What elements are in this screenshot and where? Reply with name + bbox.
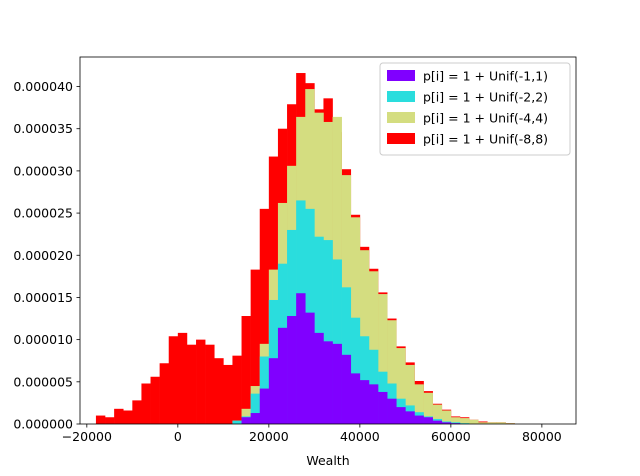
legend-frame: [379, 62, 571, 156]
series-4-bar: [205, 344, 215, 424]
series-1-bar: [241, 417, 251, 424]
legend-swatch: [387, 112, 415, 123]
series-1-bars: [241, 293, 461, 424]
series-2-bar: [450, 422, 461, 424]
series-4-bar: [141, 383, 151, 424]
series-2-bar: [314, 236, 324, 424]
series-1-bar: [423, 417, 433, 424]
series-3-bar: [378, 294, 388, 424]
series-3-bar: [469, 419, 479, 424]
series-2-bar: [232, 420, 242, 424]
x-tick-label: 80000: [522, 429, 562, 444]
series-1-bar: [405, 411, 415, 424]
series-1-bar: [305, 312, 315, 424]
series-4-bar: [123, 410, 133, 424]
legend-label: p[i] = 1 + Unif(-8,8): [423, 132, 548, 147]
x-tick-label: 0: [174, 429, 182, 444]
series-3-bar: [368, 271, 379, 424]
series-4-bar: [250, 269, 261, 424]
series-2-bar: [250, 393, 261, 424]
series-1-bar: [287, 316, 297, 424]
y-tick-label: 0.000020: [13, 248, 73, 263]
legend-label: p[i] = 1 + Unif(-4,4): [423, 111, 548, 126]
series-3-bar: [432, 404, 443, 424]
series-4-bar: [232, 355, 242, 424]
series-1-bar: [432, 420, 443, 424]
series-1-bar: [296, 293, 306, 424]
series-3-bar: [459, 418, 470, 424]
series-1-bar: [414, 415, 424, 424]
series-1-bar: [250, 413, 261, 424]
x-tick-label: −20000: [62, 429, 112, 444]
x-tick-label: 20000: [249, 429, 289, 444]
series-3-bar: [414, 384, 424, 424]
series-3-bar: [496, 422, 506, 424]
series-4-bar: [150, 376, 160, 424]
series-1-bar: [314, 332, 324, 424]
series-4-bar: [114, 408, 124, 424]
y-tick-label: 0.000000: [13, 417, 73, 432]
series-2-bar: [459, 423, 470, 424]
y-tick-label: 0.000035: [13, 121, 73, 136]
series-1-bar: [441, 422, 452, 424]
legend-label: p[i] = 1 + Unif(-1,1): [423, 69, 548, 84]
series-2-bar: [332, 259, 342, 424]
legend-swatch: [387, 133, 415, 144]
series-4-bar: [177, 332, 188, 424]
series-3-bar: [396, 348, 406, 424]
axes: −20000 0 20000 40000 60000 80000 0.000000 0.000…: [13, 56, 577, 444]
series-1-bar: [450, 423, 461, 424]
plot-area: [95, 73, 515, 424]
series-3-bar: [450, 417, 461, 424]
series-4-bar: [168, 336, 179, 424]
series-4-bar: [95, 415, 106, 424]
series-1-bar: [387, 398, 397, 424]
series-3-bar: [423, 392, 433, 424]
series-2-bar: [350, 317, 361, 424]
y-tick-label: 0.000025: [13, 206, 73, 221]
series-3-bar: [241, 408, 251, 424]
series-3-bar: [405, 364, 415, 424]
x-tick-label: 60000: [431, 429, 471, 444]
series-4-bar: [132, 400, 142, 424]
series-1-bar: [332, 343, 342, 424]
series-1-bar: [259, 388, 270, 424]
series-3-bar: [505, 423, 515, 424]
series-1-bar: [396, 407, 406, 424]
legend: p[i] = 1 + Unif(-1,1) p[i] = 1 + Unif(-2,…: [379, 62, 571, 156]
y-tick-label: 0.000040: [13, 79, 73, 94]
series-4-bar: [241, 316, 251, 424]
series-3-bar: [487, 422, 497, 424]
series-4-bar: [105, 417, 115, 424]
series-4-bar: [214, 358, 224, 424]
axes-frame: [79, 56, 577, 425]
y-tick-label: 0.000010: [13, 332, 73, 347]
series-4-bar: [196, 339, 206, 424]
series-1-bar: [368, 384, 379, 424]
y-tick-label: 0.000015: [13, 290, 73, 305]
series-4-bar: [223, 364, 233, 424]
series-3-bar: [387, 320, 397, 424]
legend-swatch: [387, 91, 415, 102]
series-4-bar: [186, 344, 197, 424]
series-3-bar: [478, 422, 488, 424]
series-1-bar: [277, 327, 288, 424]
x-tick-label: 40000: [340, 429, 380, 444]
legend-swatch: [387, 70, 415, 81]
series-4-bar: [259, 208, 270, 424]
legend-label: p[i] = 1 + Unif(-2,2): [423, 90, 548, 105]
series-4-bar: [159, 363, 170, 424]
series-1-bar: [268, 358, 279, 424]
y-tick-label: 0.000030: [13, 163, 73, 178]
series-1-bar: [341, 354, 352, 424]
x-axis-title: Wealth: [306, 453, 349, 468]
series-1-bar: [350, 373, 361, 424]
series-1-bar: [359, 380, 370, 424]
y-tick-label: 0.000005: [13, 374, 73, 389]
series-3-bar: [441, 410, 452, 424]
series-1-bar: [378, 391, 388, 424]
series-2-bar: [323, 240, 333, 424]
series-1-bar: [323, 341, 333, 424]
